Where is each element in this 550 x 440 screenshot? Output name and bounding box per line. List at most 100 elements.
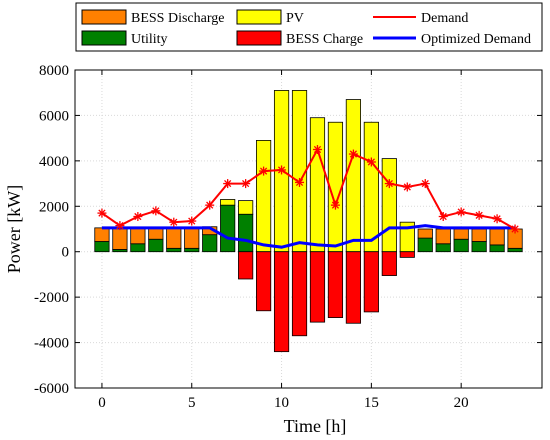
demand-marker-stroke: [403, 183, 411, 191]
legend-label-demand: Demand: [421, 11, 468, 26]
demand-marker-h3: [151, 206, 161, 216]
x-tick-label: 15: [364, 395, 379, 411]
demand-marker-stroke: [242, 179, 250, 188]
demand-marker-h5: [187, 216, 197, 226]
bar-bess-charge-h8: [238, 251, 254, 280]
bar-utility-h7: [220, 204, 236, 253]
bar-pv-h12: [309, 117, 326, 253]
bar-pv-h15: [363, 121, 379, 253]
demand-marker-stroke: [475, 211, 483, 219]
x-tick-label: 10: [274, 395, 289, 411]
legend-swatch-bess-discharge: [81, 9, 127, 25]
bar-bess-charge-h10: [273, 251, 290, 353]
demand-marker-h13: [330, 200, 340, 210]
legend-label-pv: PV: [286, 11, 304, 26]
plot-frame: [74, 69, 543, 389]
demand-marker-stroke: [367, 158, 375, 166]
x-tick-label: 0: [98, 395, 106, 411]
bar-utility-h0: [94, 241, 110, 253]
bar-utility-h19: [435, 243, 451, 253]
legend-box: [75, 2, 543, 52]
legend: BESS Discharge Utility PV BESS Charge De…: [75, 2, 543, 52]
bar-pv-h9: [256, 140, 272, 253]
bar-pv-h11: [291, 90, 308, 253]
bar-utility-h18: [417, 237, 433, 253]
demand-marker-stroke: [313, 145, 322, 154]
demand-marker-stroke: [331, 201, 340, 209]
legend-swatch-pv: [236, 9, 282, 25]
optimized-demand-line: [101, 224, 516, 249]
bar-utility-h20: [453, 238, 469, 253]
demand-marker-h8: [241, 179, 251, 189]
y-tick-label: -4000: [34, 336, 69, 352]
bar-utility-h3: [148, 238, 164, 253]
lines: [97, 145, 520, 249]
demand-marker-h16: [384, 179, 394, 189]
bar-bess-discharge-h3: [148, 227, 164, 240]
x-tick-label: 5: [188, 395, 196, 411]
bar-bess-discharge-h5: [184, 227, 200, 249]
y-axis-title: Power [kW]: [4, 185, 24, 273]
demand-marker-stroke: [277, 166, 286, 174]
demand-marker-h19: [438, 212, 448, 222]
demand-marker-h9: [259, 166, 269, 176]
bar-bess-charge-h17: [399, 251, 415, 258]
demand-marker-h0: [97, 208, 107, 218]
demand-marker-stroke: [152, 207, 160, 215]
bar-bess-discharge-h4: [166, 227, 182, 249]
demand-marker-stroke: [439, 212, 447, 221]
bar-bess-discharge-h21: [471, 228, 487, 242]
bar-utility-h8: [238, 213, 254, 253]
bar-bess-charge-h16: [381, 251, 397, 276]
demand-marker-stroke: [170, 218, 178, 226]
bar-bess-discharge-h18: [417, 228, 433, 239]
demand-marker-h17: [402, 182, 412, 192]
demand-marker-stroke: [224, 179, 232, 188]
y-tick-label: 2000: [39, 199, 69, 215]
demand-marker-h23: [510, 224, 520, 234]
bar-bess-discharge-h2: [130, 227, 146, 245]
legend-label-utility: Utility: [131, 32, 168, 47]
demand-marker-h18: [420, 179, 430, 189]
legend-swatch-bess-charge: [236, 30, 282, 46]
demand-marker-stroke: [206, 201, 214, 209]
bar-pv-h7: [220, 199, 236, 206]
y-tick-label: 8000: [39, 63, 69, 79]
bar-pv-h16: [381, 158, 397, 253]
y-tick-label: -6000: [34, 381, 69, 397]
bar-bess-discharge-h20: [453, 228, 469, 240]
demand-marker-stroke: [421, 179, 429, 188]
bar-bess-charge-h11: [291, 251, 308, 337]
y-tick-label: 0: [62, 245, 70, 261]
demand-marker-stroke: [259, 167, 268, 175]
demand-marker-h20: [456, 207, 466, 217]
x-axis-title: Time [h]: [284, 416, 347, 436]
bar-bess-charge-h9: [256, 251, 272, 312]
demand-marker-stroke: [188, 217, 196, 225]
demand-marker-stroke: [116, 221, 124, 230]
demand-marker-stroke: [493, 215, 501, 223]
bar-bess-discharge-h22: [489, 228, 505, 246]
demand-marker-stroke: [385, 179, 393, 188]
demand-marker-h21: [474, 210, 484, 220]
y-tick-label: 4000: [39, 154, 69, 170]
demand-marker-h1: [115, 221, 125, 231]
demand-marker-stroke: [98, 209, 106, 217]
bar-utility-h6: [202, 234, 218, 253]
demand-marker-stroke: [134, 212, 142, 221]
bar-bess-charge-h14: [345, 251, 361, 324]
demand-marker-h7: [223, 179, 233, 189]
demand-marker-h22: [492, 214, 502, 224]
bar-pv-h14: [345, 99, 361, 253]
demand-marker-h11: [295, 177, 305, 187]
bar-utility-h23: [507, 247, 523, 253]
bar-utility-h2: [130, 243, 146, 253]
demand-marker-h4: [169, 217, 179, 227]
demand-marker-stroke: [511, 225, 519, 233]
bar-utility-h4: [166, 247, 182, 253]
bar-utility-h5: [184, 247, 200, 253]
bar-bess-charge-h12: [309, 251, 326, 323]
demand-marker-stroke: [295, 178, 304, 187]
legend-label-optimized-demand: Optimized Demand: [421, 32, 531, 47]
